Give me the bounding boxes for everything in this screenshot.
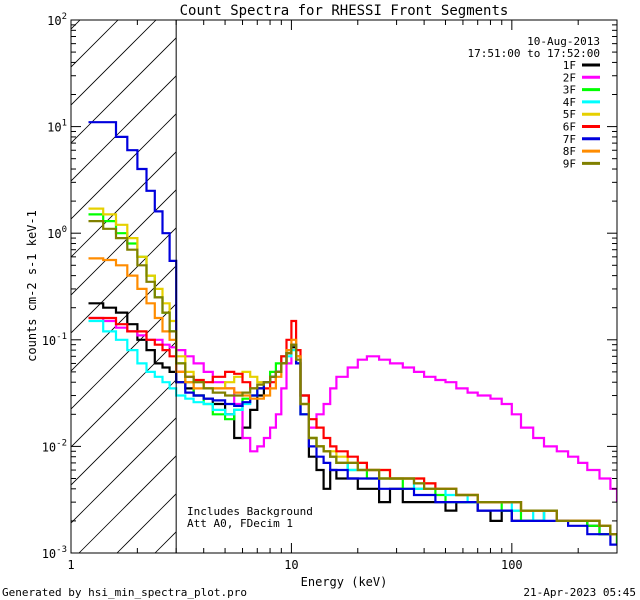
plot-frame — [70, 19, 618, 554]
hatch-line — [71, 37, 177, 144]
generated-by-text: Generated by hsi_min_spectra_plot.pro — [2, 586, 247, 599]
legend-label-5F: 5F — [563, 108, 576, 121]
legend-label-4F: 4F — [563, 96, 576, 109]
hatch-line — [71, 303, 177, 410]
hatch-line — [231, 0, 640, 553]
annotation-attenuator: Att A0, FDecim 1 — [187, 517, 293, 530]
series-9F — [88, 220, 617, 536]
y-tick-label: 102 — [47, 12, 67, 28]
legend-label-8F: 8F — [563, 145, 576, 158]
x-tick-labels: 1 10 100 — [67, 558, 522, 572]
hatch-line — [71, 227, 177, 334]
y-axis-label: counts cm-2 s-1 keV-1 — [25, 210, 39, 362]
series-7F — [88, 121, 617, 546]
timestamp-text: 21-Apr-2023 05:45 — [523, 586, 636, 599]
y-tick-label: 101 — [47, 119, 67, 135]
hatch-line — [71, 20, 119, 68]
series-3F — [88, 213, 617, 545]
annotation-background: Includes Background — [187, 505, 313, 518]
hatch-line — [71, 341, 177, 448]
x-axis-label: Energy (keV) — [301, 575, 388, 589]
chart-title: Count Spectra for RHESSI Front Segments — [180, 3, 509, 19]
y-tick-label: 10-1 — [42, 332, 67, 348]
hatch-lines — [71, 0, 640, 553]
x-tick-label: 1 — [67, 558, 74, 572]
hatch-line — [71, 20, 157, 106]
y-tick-label: 10-2 — [42, 438, 67, 454]
series-5F — [88, 207, 617, 536]
series-8F — [88, 257, 617, 536]
legend-label-1F: 1F — [563, 59, 576, 72]
x-tick-label: 100 — [501, 558, 523, 572]
hatch-line — [71, 379, 177, 486]
hatch-line — [71, 417, 177, 524]
date-label: 10-Aug-2013 — [527, 35, 600, 48]
axis-ticks — [70, 20, 618, 554]
time-label: 17:51:00 to 17:52:00 — [468, 47, 600, 60]
legend-label-2F: 2F — [563, 71, 576, 84]
y-tick-label: 10-3 — [42, 545, 67, 561]
series-1F — [88, 302, 617, 545]
hatch-line — [383, 0, 640, 553]
y-tick-labels: 10-3 10-2 10-1 100 101 102 — [42, 12, 67, 561]
series-2F — [88, 316, 617, 503]
series-layer — [88, 121, 617, 546]
legend-label-6F: 6F — [563, 121, 576, 134]
hatch-line — [421, 0, 640, 553]
hatch-line — [71, 151, 177, 258]
legend-label-7F: 7F — [563, 133, 576, 146]
legend-label-3F: 3F — [563, 84, 576, 97]
y-tick-label: 100 — [47, 225, 67, 241]
hatch-line — [71, 189, 177, 296]
hatch-line — [573, 0, 640, 553]
x-tick-label: 10 — [284, 558, 298, 572]
legend-label-9F: 9F — [563, 157, 576, 170]
excluded-region-hatch — [71, 0, 640, 553]
